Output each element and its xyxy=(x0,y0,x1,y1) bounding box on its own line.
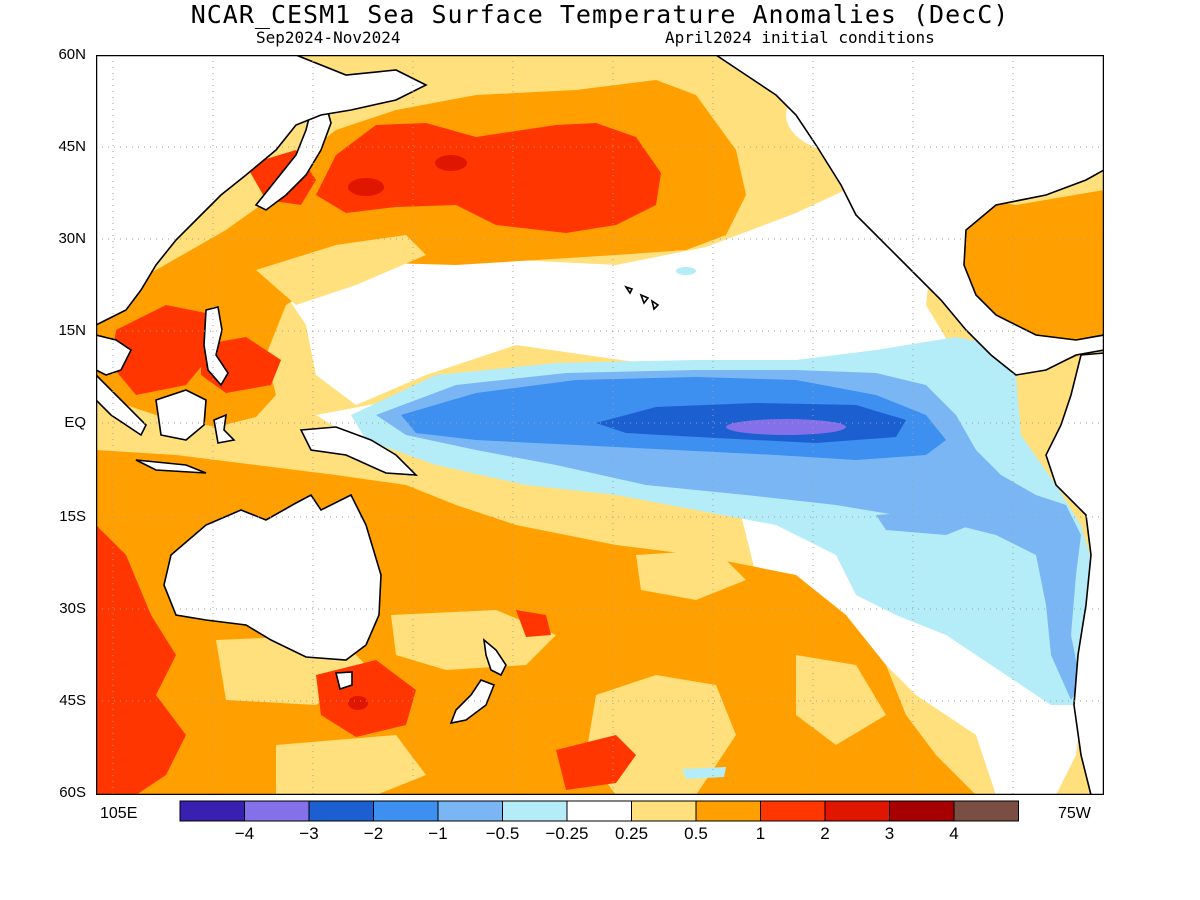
colorbar-label: −3 xyxy=(299,824,319,843)
map-frame xyxy=(96,55,1104,795)
north-america-land xyxy=(714,55,1104,376)
colorbar-label: −4 xyxy=(234,824,255,843)
sst-anomaly-map xyxy=(96,55,1104,795)
colorbar-label: 1 xyxy=(755,824,766,843)
anomaly-band-1-2 xyxy=(96,123,661,795)
lat-label-45s: 45S xyxy=(59,692,86,709)
lat-label-60s: 60S xyxy=(59,784,86,801)
sulawesi-land xyxy=(213,413,236,444)
colorbar-swatch xyxy=(308,800,374,822)
lat-label-eq: EQ xyxy=(64,414,86,431)
colorbar-label: −0.25 xyxy=(545,824,589,843)
colorbar-label: 4 xyxy=(949,824,959,843)
map-title: NCAR_CESM1 Sea Surface Temperature Anoma… xyxy=(190,0,1010,29)
colorbar-swatch xyxy=(760,800,826,822)
colorbar-label: −1 xyxy=(428,824,448,843)
java-land xyxy=(135,459,207,474)
colorbar-swatch xyxy=(631,800,697,822)
colorbar-swatch xyxy=(889,800,955,822)
lon-label-right: 75W xyxy=(1058,805,1091,822)
tasmania-land xyxy=(334,671,353,691)
lat-label-30s: 30S xyxy=(59,600,86,617)
philippines-land xyxy=(203,306,229,387)
south-america-land xyxy=(1045,352,1104,795)
borneo-land xyxy=(155,389,207,441)
colorbar-swatch xyxy=(824,800,890,822)
colorbar-label: 2 xyxy=(820,824,830,843)
asia-land xyxy=(96,55,428,326)
sumatra-land xyxy=(96,373,147,437)
colorbar-label: 0.25 xyxy=(614,824,649,843)
colorbar xyxy=(179,800,1019,822)
new-zealand-south-land xyxy=(449,679,496,725)
colorbar-swatch xyxy=(695,800,761,822)
colorbar-label: −2 xyxy=(363,824,384,843)
colorbar-label: 3 xyxy=(884,824,895,843)
anomaly-band-2-3 xyxy=(348,155,467,710)
japan-land xyxy=(254,103,332,211)
initial-conditions: April2024 initial conditions xyxy=(665,28,935,47)
colorbar-swatch xyxy=(502,800,568,822)
colorbar-swatch xyxy=(437,800,503,822)
new-guinea-land xyxy=(299,426,419,476)
forecast-period: Sep2024-Nov2024 xyxy=(256,28,401,47)
lat-label-45n: 45N xyxy=(58,138,86,155)
lat-label-60n: 60N xyxy=(58,46,86,63)
colorbar-swatch xyxy=(179,800,245,822)
colorbar-swatch xyxy=(566,800,632,822)
lat-label-15n: 15N xyxy=(58,322,86,339)
lat-label-15s: 15S xyxy=(59,508,86,525)
hawaii-land xyxy=(624,285,660,311)
colorbar-swatch xyxy=(244,800,310,822)
anomaly-band-neg3-neg4 xyxy=(726,419,846,435)
colorbar-swatch xyxy=(953,800,1019,822)
colorbar-swatch xyxy=(373,800,439,822)
new-zealand-north-land xyxy=(482,638,507,677)
colorbar-label: −0.5 xyxy=(485,824,520,843)
graticule-grid xyxy=(96,55,1104,795)
lon-label-left: 105E xyxy=(100,805,138,822)
colorbar-label: 0.5 xyxy=(684,824,708,843)
lat-label-30n: 30N xyxy=(58,230,86,247)
